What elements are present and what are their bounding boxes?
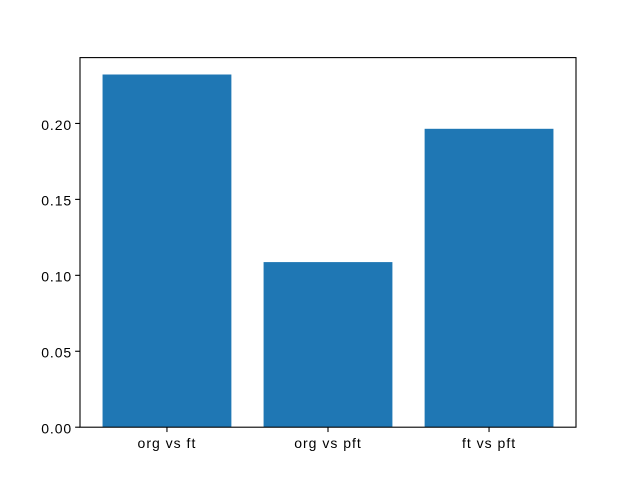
svg-text:0.20: 0.20 [41, 117, 72, 133]
svg-text:org vs ft: org vs ft [138, 435, 197, 451]
svg-text:ft vs pft: ft vs pft [462, 435, 516, 451]
svg-text:0.10: 0.10 [41, 269, 72, 285]
svg-text:0.05: 0.05 [41, 345, 72, 361]
svg-text:0.00: 0.00 [41, 421, 72, 437]
svg-text:org vs pft: org vs pft [294, 435, 362, 451]
svg-text:0.15: 0.15 [41, 193, 72, 209]
